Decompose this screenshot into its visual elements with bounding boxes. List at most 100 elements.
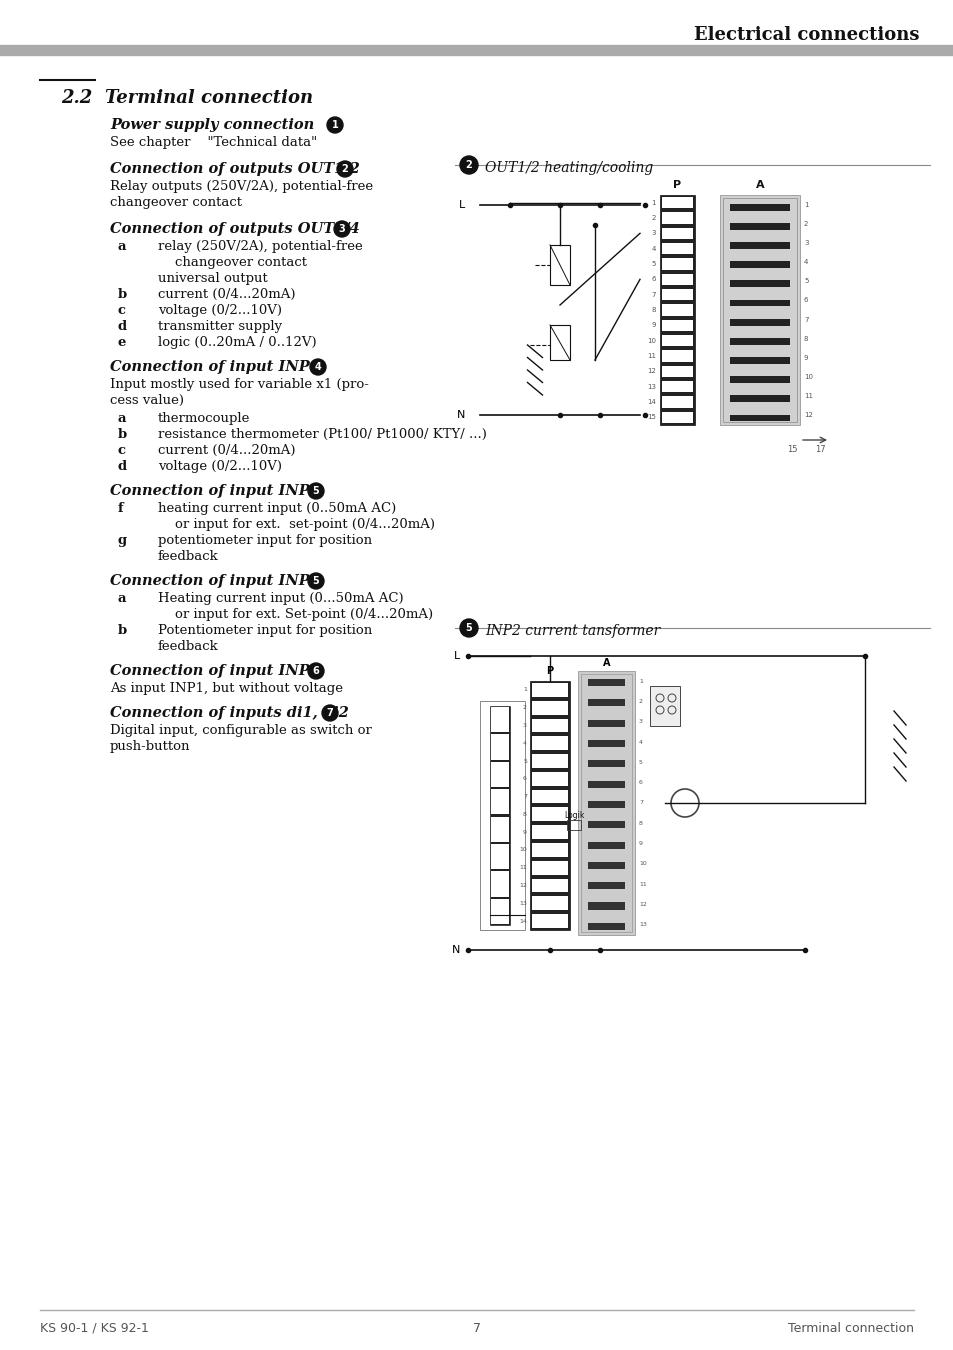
- Text: 11: 11: [639, 882, 646, 887]
- Text: Power supply connection: Power supply connection: [110, 117, 324, 132]
- Text: Input mostly used for variable x1 (pro-: Input mostly used for variable x1 (pro-: [110, 378, 369, 392]
- Bar: [729, 319, 789, 325]
- Bar: [729, 204, 789, 211]
- Bar: [587, 679, 624, 686]
- Bar: [532, 896, 567, 910]
- Text: Connection of inputs di1, di2: Connection of inputs di1, di2: [110, 706, 358, 720]
- Bar: [587, 821, 624, 829]
- Text: 3: 3: [639, 720, 642, 724]
- Bar: [491, 707, 509, 732]
- Text: Connection of input INP2: Connection of input INP2: [110, 574, 330, 589]
- Bar: [566, 821, 580, 830]
- Bar: [661, 351, 692, 362]
- Text: 4: 4: [803, 259, 807, 265]
- Bar: [532, 701, 567, 714]
- Bar: [587, 882, 624, 890]
- Bar: [532, 736, 567, 751]
- Circle shape: [336, 161, 353, 177]
- Text: Electrical connections: Electrical connections: [694, 26, 919, 45]
- Bar: [729, 223, 789, 230]
- Bar: [661, 289, 692, 300]
- Bar: [661, 335, 692, 347]
- Text: 5: 5: [313, 576, 319, 586]
- Text: Connection of input INP1: Connection of input INP1: [110, 360, 330, 374]
- Text: a: a: [118, 240, 127, 252]
- Text: 6: 6: [803, 297, 807, 304]
- Bar: [729, 338, 789, 344]
- Text: 5: 5: [522, 759, 526, 764]
- Bar: [661, 412, 692, 423]
- Text: 7: 7: [473, 1322, 480, 1335]
- Text: 10: 10: [803, 374, 812, 381]
- Text: 11: 11: [518, 865, 526, 871]
- Text: logic (0..20mA / 0..12V): logic (0..20mA / 0..12V): [158, 336, 316, 350]
- Bar: [661, 274, 692, 285]
- Circle shape: [327, 117, 343, 134]
- Bar: [532, 683, 567, 697]
- Text: 1: 1: [803, 201, 807, 208]
- Text: current (0/4...20mA): current (0/4...20mA): [158, 444, 295, 458]
- Text: 15: 15: [786, 446, 797, 454]
- Text: 3: 3: [522, 724, 526, 728]
- Text: 6: 6: [313, 666, 319, 676]
- Text: As input INP1, but without voltage: As input INP1, but without voltage: [110, 682, 343, 695]
- Bar: [491, 790, 509, 814]
- Text: 5: 5: [639, 760, 642, 765]
- Bar: [649, 686, 679, 726]
- Bar: [661, 212, 692, 224]
- Text: Terminal connection: Terminal connection: [787, 1322, 913, 1335]
- Bar: [587, 801, 624, 809]
- Bar: [587, 902, 624, 910]
- Text: relay (250V/2A), potential-free: relay (250V/2A), potential-free: [158, 240, 362, 252]
- Text: 5: 5: [313, 486, 319, 495]
- Bar: [532, 718, 567, 732]
- Bar: [550, 325, 569, 360]
- Text: 14: 14: [646, 400, 656, 405]
- Bar: [661, 320, 692, 331]
- Text: universal output: universal output: [158, 271, 268, 285]
- Text: A: A: [755, 180, 763, 190]
- Text: 5: 5: [651, 261, 656, 267]
- Text: 7: 7: [803, 317, 807, 323]
- Text: thermocouple: thermocouple: [158, 412, 250, 425]
- Circle shape: [308, 483, 324, 499]
- Text: 3: 3: [338, 224, 345, 234]
- Bar: [729, 396, 789, 402]
- Text: d: d: [118, 320, 127, 333]
- Text: 2: 2: [465, 161, 472, 170]
- Text: 11: 11: [646, 352, 656, 359]
- Text: push-button: push-button: [110, 740, 191, 753]
- Bar: [532, 825, 567, 840]
- Bar: [661, 381, 692, 393]
- Bar: [491, 761, 509, 787]
- Bar: [587, 861, 624, 869]
- Text: KS 90-1 / KS 92-1: KS 90-1 / KS 92-1: [40, 1322, 149, 1335]
- Text: N: N: [451, 945, 459, 954]
- Bar: [587, 720, 624, 726]
- Text: 9: 9: [522, 830, 526, 834]
- Bar: [580, 674, 631, 931]
- Text: P: P: [546, 666, 553, 676]
- Text: 4: 4: [639, 740, 642, 745]
- Bar: [661, 397, 692, 408]
- Text: 2: 2: [651, 215, 656, 221]
- Text: 1: 1: [522, 687, 526, 693]
- Text: 9: 9: [651, 323, 656, 328]
- Bar: [729, 262, 789, 269]
- Text: voltage (0/2...10V): voltage (0/2...10V): [158, 304, 282, 317]
- Text: Connection of outputs OUT3/4: Connection of outputs OUT3/4: [110, 221, 370, 236]
- Bar: [532, 914, 567, 927]
- Text: feedback: feedback: [158, 640, 218, 653]
- Text: transmitter supply: transmitter supply: [158, 320, 282, 333]
- Text: e: e: [118, 336, 126, 350]
- Bar: [729, 377, 789, 383]
- Bar: [729, 300, 789, 306]
- Text: b: b: [118, 288, 127, 301]
- Text: voltage (0/2...10V): voltage (0/2...10V): [158, 460, 282, 472]
- Bar: [587, 760, 624, 767]
- Text: 1: 1: [639, 679, 642, 683]
- Text: Connection of outputs OUT1/2: Connection of outputs OUT1/2: [110, 162, 370, 176]
- Bar: [587, 923, 624, 930]
- Bar: [661, 243, 692, 254]
- Bar: [720, 194, 800, 425]
